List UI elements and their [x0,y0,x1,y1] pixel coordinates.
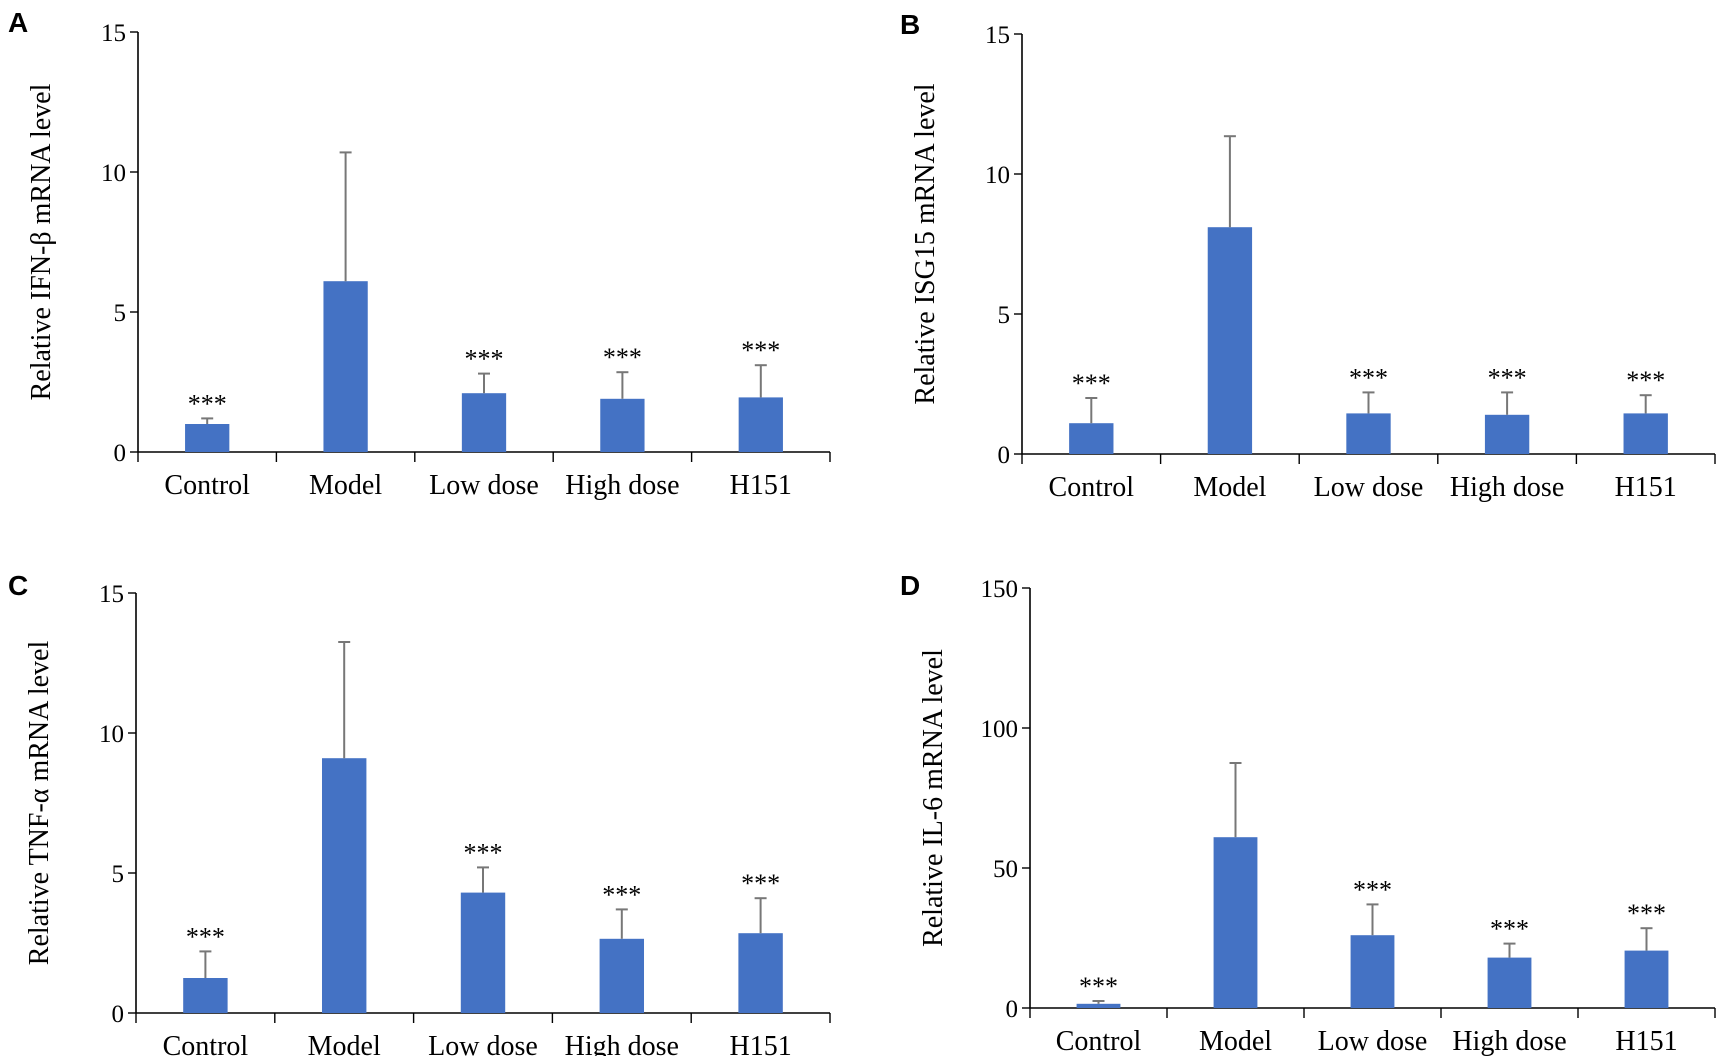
y-axis-label: Relative IFN-β mRNA level [26,83,57,400]
bar-control [185,424,230,452]
significance-marker: *** [465,345,504,374]
x-tick-label: Model [1193,472,1266,503]
bar-high-dose [1484,414,1530,454]
y-tick-label: 10 [99,721,124,748]
x-tick-label: Low dose [428,1031,538,1056]
x-tick-label: High dose [565,1031,679,1056]
significance-marker: *** [1349,363,1388,392]
x-tick-label: Control [1056,1026,1142,1056]
x-tick-label: H151 [1615,1026,1677,1056]
panel-label: D [900,570,920,601]
bar-model [321,758,367,1013]
bar-high-dose [599,938,645,1013]
chart-panel-c: C 0 5 10 15 Relative TNF-α mRNA level *** Contr… [8,570,831,1056]
y-tick-label: 5 [112,861,125,888]
y-tick-label: 15 [101,20,126,47]
chart-panel-a: A 0 5 10 15 Relative IFN-β mRNA level *** Contr… [8,7,831,501]
y-tick-label: 10 [101,160,126,187]
significance-marker: *** [741,336,780,365]
y-tick-label: 0 [998,442,1011,469]
x-tick-label: Control [163,1031,249,1056]
y-tick-label: 100 [981,716,1019,743]
bar-h151 [738,933,783,1013]
significance-marker: *** [602,880,641,909]
x-tick-label: Model [308,1031,381,1056]
bar-low-dose [460,892,506,1013]
bar-high-dose [1487,957,1532,1008]
significance-marker: *** [188,389,227,418]
significance-marker: *** [603,343,642,372]
significance-marker: *** [741,869,780,898]
chart-panel-b: B 0 5 10 15 Relative ISG15 mRNA level *** Contr… [900,9,1716,503]
significance-marker: *** [1072,369,1111,398]
x-tick-label: Model [309,470,382,501]
x-tick-label: Control [1049,472,1135,503]
significance-marker: *** [1079,972,1118,1001]
bar-h151 [1624,950,1669,1008]
bar-h151 [738,397,783,452]
y-tick-label: 50 [993,856,1018,883]
significance-marker: *** [1490,915,1529,944]
y-tick-label: 5 [998,302,1011,329]
y-axis-label: Relative ISG15 mRNA level [910,83,941,404]
significance-marker: *** [186,922,225,951]
bar-low-dose [1350,935,1395,1008]
x-tick-label: Low dose [429,470,539,501]
panel-label: A [8,7,28,38]
bar-h151 [1623,413,1668,454]
significance-marker: *** [1626,366,1665,395]
bar-model [1207,227,1253,454]
bar-control [1076,1003,1121,1008]
y-tick-label: 0 [112,1001,125,1028]
bar-control [1069,423,1114,454]
x-tick-label: Low dose [1314,472,1424,503]
bar-low-dose [1346,413,1391,454]
x-tick-label: Low dose [1318,1026,1428,1056]
y-tick-label: 15 [99,581,124,608]
x-tick-label: High dose [1450,472,1564,503]
significance-marker: *** [1353,875,1392,904]
y-axis-label: Relative TNF-α mRNA level [24,641,55,966]
x-tick-label: Model [1199,1026,1272,1056]
y-axis-label: Relative IL-6 mRNA level [918,649,949,947]
x-tick-label: Control [164,470,250,501]
y-tick-label: 0 [114,440,127,467]
y-tick-label: 5 [114,300,127,327]
bar-model [323,281,368,452]
bar-model [1213,837,1258,1008]
x-tick-label: H151 [730,470,792,501]
bar-low-dose [461,393,507,452]
y-tick-label: 10 [985,162,1010,189]
panel-label: B [900,9,920,40]
significance-marker: *** [464,838,503,867]
x-tick-label: High dose [565,470,679,501]
bar-control [183,978,228,1013]
significance-marker: *** [1627,899,1666,928]
panel-label: C [8,570,28,601]
chart-panel-d: D 0 50 100 150 Relative IL-6 mRNA level *** Con… [900,570,1716,1056]
significance-marker: *** [1488,363,1527,392]
y-tick-label: 15 [985,22,1010,49]
x-tick-label: H151 [1615,472,1677,503]
y-tick-label: 150 [981,576,1019,603]
y-tick-label: 0 [1006,996,1019,1023]
x-tick-label: High dose [1452,1026,1566,1056]
bar-high-dose [600,398,645,452]
x-tick-label: H151 [729,1031,791,1056]
